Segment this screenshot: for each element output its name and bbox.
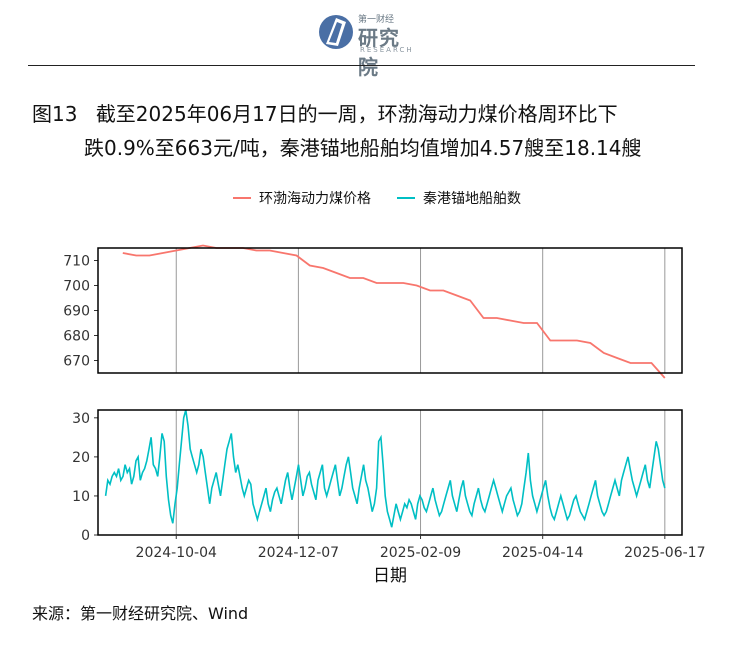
x-tick-label-0: 2024-10-04 (136, 545, 217, 561)
x-axis-label: 日期 (373, 566, 407, 586)
legend-label-0: 环渤海动力煤价格 (259, 191, 371, 207)
x-axis: 2024-10-04 2024-12-07 2025-02-09 2025-04-14… (136, 535, 706, 586)
x-tick-label-2: 2025-02-09 (380, 545, 461, 561)
price-ytick-label-2: 690 (63, 304, 90, 320)
source-note: 来源：第一财经研究院、Wind (32, 604, 249, 623)
figure-title-line2: 跌0.9%至663元/吨，秦港锚地船舶均值增加4.57艘至18.14艘 (84, 136, 642, 160)
ships-panel-border (97, 409, 683, 536)
ships-ytick-label-0: 0 (81, 528, 90, 544)
x-tick-label-1: 2024-12-07 (258, 545, 339, 561)
legend-label-1: 秦港锚地船舶数 (423, 191, 521, 207)
x-tick-label-4: 2025-06-17 (624, 545, 705, 561)
price-panel: 670 680 690 700 710 (63, 244, 683, 379)
figure-title: 图13 截至2025年06月17日的一周，环渤海动力煤价格周环比下 跌0.9%至… (32, 97, 712, 165)
price-ytick-label-3: 700 (63, 279, 90, 295)
logo-sub-text: RESEARCH (360, 46, 414, 54)
ships-ytick-label-3: 30 (72, 411, 90, 427)
ships-panel: 0 10 20 30 (72, 409, 683, 544)
logo-top-text: 第一财经 (358, 15, 395, 25)
ships-ytick-label-1: 10 (72, 489, 90, 505)
figure-title-line1: 截至2025年06月17日的一周，环渤海动力煤价格周环比下 (95, 102, 618, 126)
ships-line (104, 409, 666, 528)
price-background (98, 248, 682, 373)
price-ytick-label-0: 670 (63, 354, 90, 370)
price-panel-border (97, 247, 683, 374)
logo-main-text: 研究院 (358, 26, 400, 79)
logo-emblem-icon (319, 15, 353, 49)
price-ytick-label-1: 680 (63, 329, 90, 345)
header-divider (28, 65, 695, 66)
figure-label: 图13 (32, 102, 78, 126)
x-tick-label-3: 2025-04-14 (502, 545, 583, 561)
research-logo: 第一财经 研究院 RESEARCH (318, 12, 418, 79)
chart-legend: 环渤海动力煤价格 秦港锚地船舶数 (233, 191, 521, 207)
ships-background (98, 410, 682, 535)
price-ytick-label-4: 710 (63, 254, 90, 270)
ships-ytick-label-2: 20 (72, 450, 90, 466)
